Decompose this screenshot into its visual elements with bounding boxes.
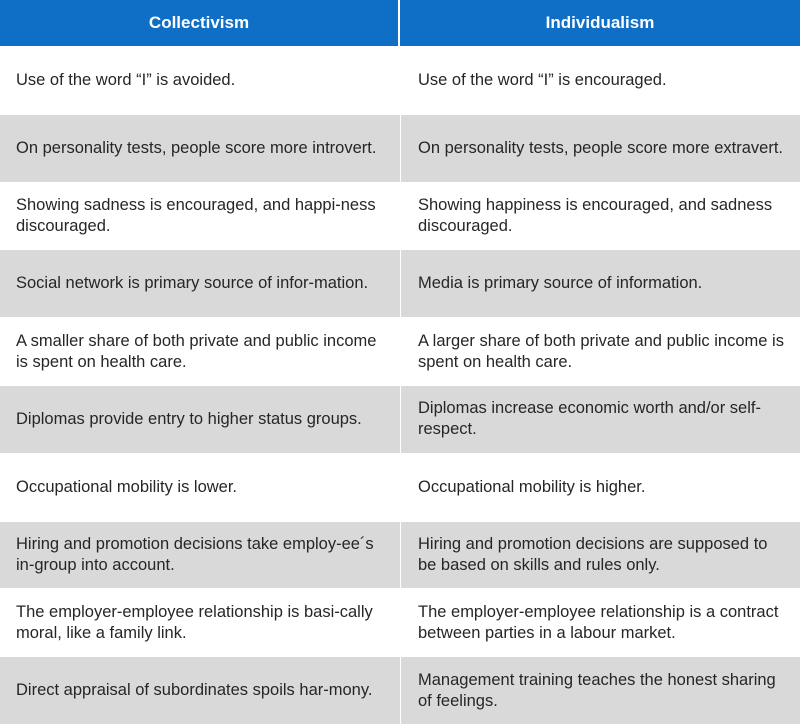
table-row: Occupational mobility is lower. Occupati… (0, 452, 800, 521)
table-row: Direct appraisal of subordinates spoils … (0, 656, 800, 724)
individualism-cell: Management training teaches the honest s… (400, 657, 800, 724)
individualism-cell: Use of the word “I” is encouraged. (400, 47, 800, 114)
collectivism-cell: A smaller share of both private and publ… (16, 331, 377, 371)
table-row: On personality tests, people score more … (0, 113, 800, 182)
header-individualism: Individualism (400, 0, 800, 46)
collectivism-cell: The employer-employee relationship is ba… (16, 602, 373, 642)
individualism-cell: Showing happiness is encouraged, and sad… (400, 182, 800, 250)
individualism-cell: On personality tests, people score more … (400, 114, 800, 182)
table-row: Showing sadness is encouraged, and happi… (0, 181, 800, 250)
collectivism-cell: Direct appraisal of subordinates spoils … (16, 681, 373, 700)
individualism-cell: Media is primary source of information. (400, 250, 800, 318)
individualism-cell: Diplomas increase economic worth and/or … (400, 385, 800, 453)
table-row: Hiring and promotion decisions take empl… (0, 520, 800, 589)
table-row: The employer-employee relationship is ba… (0, 588, 800, 657)
collectivism-cell: Diplomas provide entry to higher status … (16, 409, 362, 428)
collectivism-cell: Showing sadness is encouraged, and happi… (16, 195, 376, 235)
table-row: Use of the word “I” is avoided. Use of t… (0, 46, 800, 114)
table-row: Social network is primary source of info… (0, 249, 800, 318)
collectivism-cell: On personality tests, people score more … (16, 138, 377, 157)
individualism-cell: A larger share of both private and publi… (400, 318, 800, 385)
individualism-cell: Occupational mobility is higher. (400, 453, 800, 521)
collectivism-cell: Use of the word “I” is avoided. (16, 70, 236, 89)
collectivism-cell: Occupational mobility is lower. (16, 477, 238, 496)
collectivism-cell: Hiring and promotion decisions take empl… (16, 534, 374, 574)
collectivism-cell: Social network is primary source of info… (16, 274, 369, 293)
table-header: Collectivism Individualism (0, 0, 800, 46)
individualism-cell: Hiring and promotion decisions are suppo… (400, 521, 800, 589)
header-collectivism: Collectivism (0, 0, 398, 46)
table-row: Diplomas provide entry to higher status … (0, 384, 800, 453)
individualism-cell: The employer-employee relationship is a … (400, 589, 800, 657)
table-row: A smaller share of both private and publ… (0, 317, 800, 385)
